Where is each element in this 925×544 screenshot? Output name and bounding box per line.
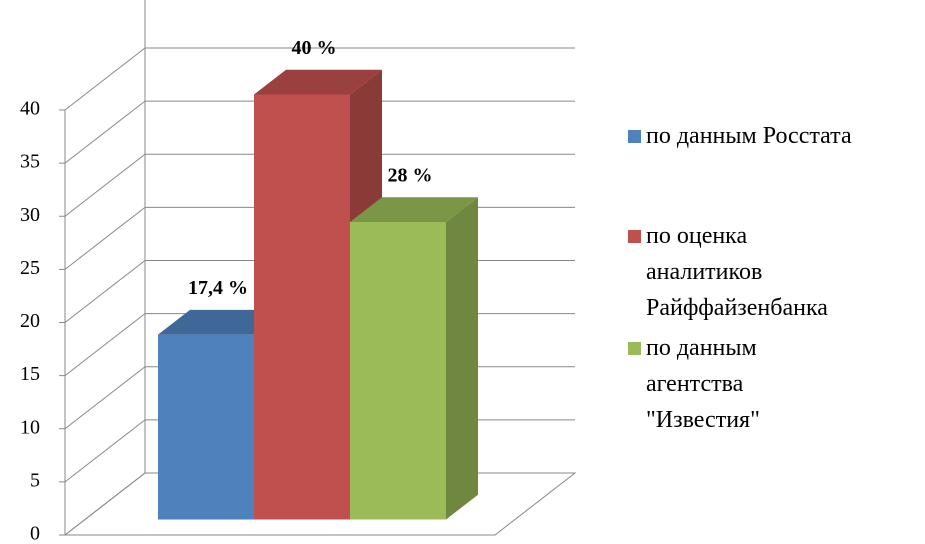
y-tick-label: 40 xyxy=(20,98,40,120)
grid-line xyxy=(64,153,146,217)
wall-edge xyxy=(65,0,145,110)
legend: по данным Росстата по оценка аналитиков Р… xyxy=(628,118,852,438)
y-tick-label: 10 xyxy=(20,416,40,438)
y-tick-label: 35 xyxy=(20,151,40,173)
data-label: 28 % xyxy=(388,165,433,187)
grid-line xyxy=(64,472,146,536)
y-tick-label: 15 xyxy=(20,363,40,385)
legend-item: по оценка аналитиков Райффайзенбанка xyxy=(628,218,836,326)
y-tick-label: 25 xyxy=(20,257,40,279)
bar-top xyxy=(254,69,382,95)
legend-item: по данным Росстата xyxy=(628,118,852,154)
grid-line xyxy=(64,260,146,323)
bar xyxy=(254,94,350,520)
bar xyxy=(158,334,254,520)
bar-side xyxy=(446,197,478,520)
legend-swatch xyxy=(628,130,641,143)
bar-top xyxy=(350,197,478,222)
grid-line xyxy=(64,419,146,483)
grid-line xyxy=(64,100,146,164)
legend-swatch xyxy=(628,230,641,243)
grid-line xyxy=(64,206,146,270)
bar xyxy=(350,222,446,520)
grid-line xyxy=(64,313,146,377)
grid-line xyxy=(64,47,146,111)
data-label: 40 % xyxy=(292,37,337,59)
legend-item: по данным агентства "Известия" xyxy=(628,330,836,438)
legend-label: по данным Росстата xyxy=(646,123,852,149)
legend-label: по данным агентства "Известия" xyxy=(646,335,760,433)
y-tick-label: 5 xyxy=(30,469,40,491)
y-tick-label: 20 xyxy=(20,310,40,332)
grid-line xyxy=(64,366,146,430)
y-tick-label: 0 xyxy=(30,523,40,544)
y-tick-label: 30 xyxy=(20,204,40,226)
legend-swatch xyxy=(628,342,641,355)
data-label: 17,4 % xyxy=(188,277,248,299)
legend-label: по оценка аналитиков Райффайзенбанка xyxy=(646,223,828,321)
